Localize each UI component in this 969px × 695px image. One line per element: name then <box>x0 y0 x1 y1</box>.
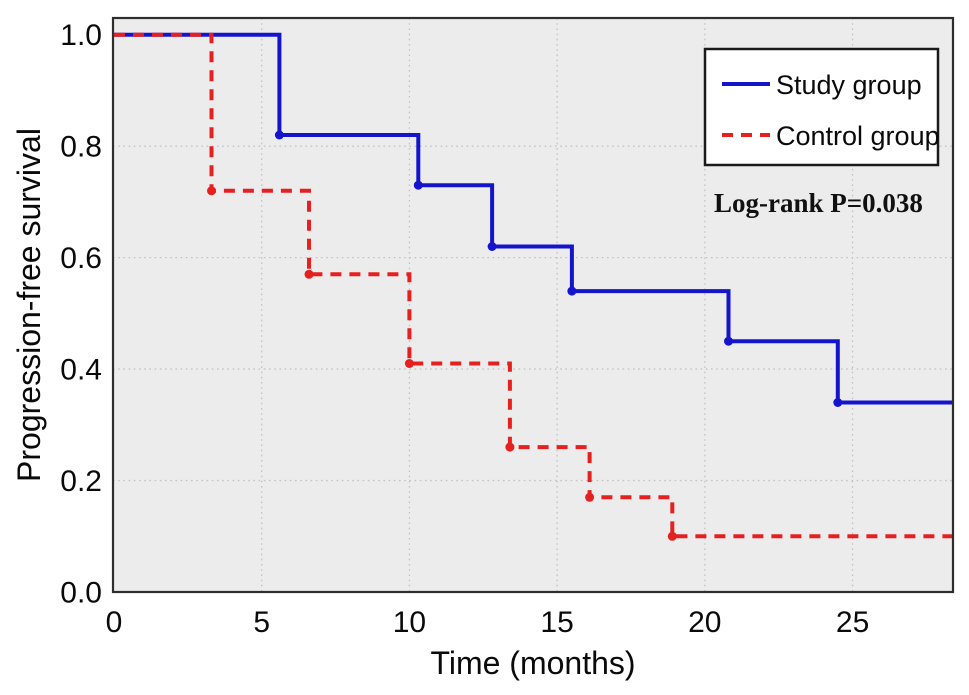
y-tick-label-0.8: 0.8 <box>60 131 102 164</box>
legend-label-study-group: Study group <box>776 70 922 100</box>
legend: Study group Control group <box>703 47 940 167</box>
study-group-event-marker <box>567 286 577 296</box>
plot-border <box>111 16 955 594</box>
control-group-event-marker <box>667 531 677 541</box>
control-group-event-marker <box>585 492 595 502</box>
y-tick-label-0.4: 0.4 <box>60 354 102 387</box>
control-group-event-marker <box>304 269 314 279</box>
control-group-event-marker <box>505 442 515 452</box>
x-axis-title: Time (months) <box>430 645 635 681</box>
y-tick-label-0.2: 0.2 <box>60 465 102 498</box>
x-tick-label-10: 10 <box>393 606 426 639</box>
study-group-event-marker <box>833 398 843 407</box>
x-tick-label-5: 5 <box>253 606 270 639</box>
study-group-event-marker <box>274 130 284 140</box>
x-tick-label-15: 15 <box>540 606 573 639</box>
legend-label-control-group: Control group <box>776 121 940 151</box>
x-tick-label-20: 20 <box>688 606 721 639</box>
log-rank-annotation: Log-rank P=0.038 <box>714 188 923 218</box>
y-axis-title: Progression-free survival <box>11 128 47 482</box>
control-group-curve <box>114 32 953 539</box>
y-tick-label-0.6: 0.6 <box>60 242 102 275</box>
x-tick-label-0: 0 <box>106 606 123 639</box>
study-group-curve <box>114 32 953 405</box>
control-group-event-marker <box>207 186 216 196</box>
y-tick-label-0.0: 0.0 <box>60 577 102 610</box>
study-group-event-marker <box>724 336 733 346</box>
x-tick-label-25: 25 <box>836 606 869 639</box>
control-group-event-marker <box>404 359 414 368</box>
study-group-event-marker <box>413 180 423 190</box>
legend-box <box>703 47 940 167</box>
study-group-event-marker <box>487 242 497 251</box>
y-tick-label-1.0: 1.0 <box>60 19 102 52</box>
